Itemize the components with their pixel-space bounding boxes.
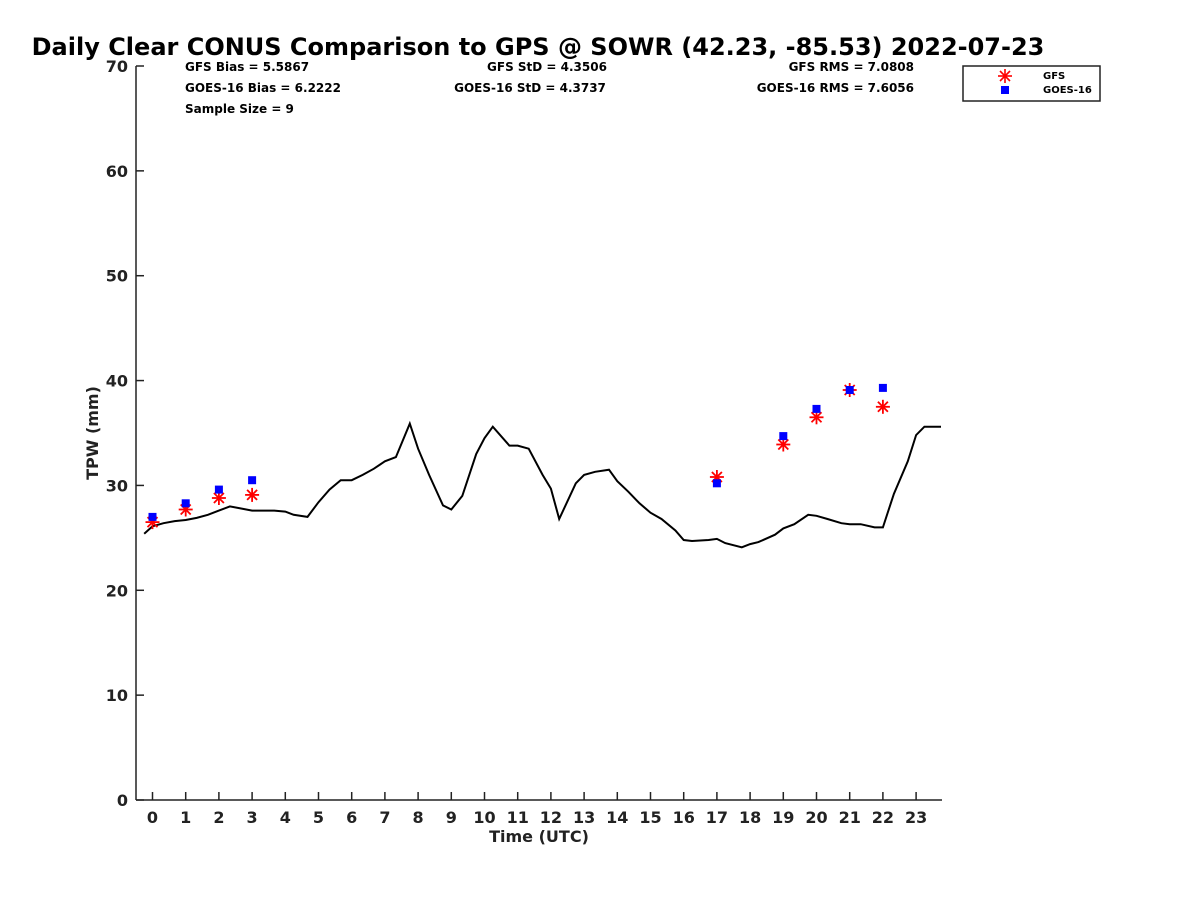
x-tick-label-18: 18 — [739, 808, 761, 827]
x-tick-label-5: 5 — [313, 808, 324, 827]
x-tick-label-11: 11 — [507, 808, 529, 827]
x-tick-label-12: 12 — [540, 808, 562, 827]
x-tick-label-23: 23 — [905, 808, 927, 827]
legend-box — [962, 65, 1101, 102]
legend-goes-label: GOES-16 — [1043, 85, 1092, 96]
x-tick-label-6: 6 — [346, 808, 357, 827]
x-tick-label-2: 2 — [213, 808, 224, 827]
y-axis-label: TPW (mm) — [83, 386, 102, 480]
x-tick-label-17: 17 — [706, 808, 728, 827]
series-layer — [143, 383, 941, 549]
gfs-point-22 — [875, 399, 890, 414]
x-tick-label-13: 13 — [573, 808, 595, 827]
goes-point-3 — [248, 476, 257, 485]
legend-goes-marker — [1001, 86, 1009, 94]
sample-size-stat: Sample Size = 9 — [185, 102, 294, 116]
y-ticks: 0 10 20 30 40 50 60 70 — [106, 57, 144, 810]
x-tick-label-14: 14 — [606, 808, 628, 827]
x-tick-label-3: 3 — [247, 808, 258, 827]
x-tick-label-16: 16 — [673, 808, 695, 827]
goes-point-20 — [812, 404, 821, 413]
x-tick-label-0: 0 — [147, 808, 158, 827]
x-tick-label-8: 8 — [413, 808, 424, 827]
y-tick-label-30: 30 — [106, 476, 128, 495]
x-tick-label-19: 19 — [772, 808, 794, 827]
goes-point-2 — [214, 485, 223, 494]
goes-rms-stat: GOES-16 RMS = 7.6056 — [757, 81, 914, 95]
goes-point-0 — [148, 512, 157, 521]
goes-point-21 — [845, 386, 854, 394]
chart-title: Daily Clear CONUS Comparison to GPS @ SO… — [32, 33, 1045, 61]
x-tick-label-20: 20 — [805, 808, 827, 827]
x-tick-label-1: 1 — [180, 808, 191, 827]
gfs-point-20 — [809, 410, 824, 425]
goes-points — [148, 383, 887, 521]
gfs-rms-stat: GFS RMS = 7.0808 — [789, 60, 914, 74]
legend-gfs-marker — [998, 69, 1012, 83]
gps-series-line — [143, 420, 941, 549]
gfs-point-3 — [245, 487, 260, 502]
y-tick-label-10: 10 — [106, 686, 128, 705]
y-tick-label-60: 60 — [106, 162, 128, 181]
x-tick-label-9: 9 — [446, 808, 457, 827]
x-ticks: 0 1 2 3 4 5 6 7 8 9 10 11 12 13 14 15 16 17 18 19 20 21 22 23 — [147, 792, 927, 827]
y-tick-label-0: 0 — [117, 791, 128, 810]
y-tick-label-20: 20 — [106, 581, 128, 600]
goes-point-17 — [712, 479, 721, 488]
x-tick-label-22: 22 — [872, 808, 894, 827]
goes-point-1 — [181, 499, 190, 508]
x-axis-label: Time (UTC) — [489, 827, 589, 846]
gfs-bias-stat: GFS Bias = 5.5867 — [185, 60, 309, 74]
legend-gfs-label: GFS — [1043, 71, 1065, 82]
x-tick-label-15: 15 — [639, 808, 661, 827]
x-tick-label-7: 7 — [379, 808, 390, 827]
goes-std-stat: GOES-16 StD = 4.3737 — [454, 81, 606, 95]
y-tick-label-50: 50 — [106, 267, 128, 286]
goes-bias-stat: GOES-16 Bias = 6.2222 — [185, 81, 341, 95]
gfs-std-stat: GFS StD = 4.3506 — [487, 60, 607, 74]
legend: GFS GOES-16 — [962, 65, 1101, 102]
stats-block: GFS Bias = 5.5867 GOES-16 Bias = 6.2222 … — [185, 60, 914, 116]
x-tick-label-10: 10 — [473, 808, 495, 827]
goes-point-22 — [878, 383, 887, 392]
y-tick-label-40: 40 — [106, 372, 128, 391]
goes-point-19 — [779, 432, 788, 441]
y-tick-label-70: 70 — [106, 57, 128, 76]
x-tick-label-4: 4 — [280, 808, 291, 827]
x-tick-label-21: 21 — [839, 808, 861, 827]
